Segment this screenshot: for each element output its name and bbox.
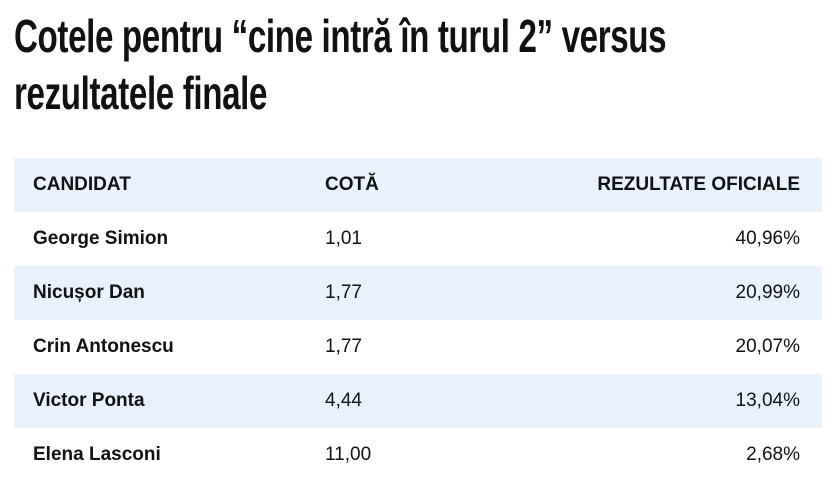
table-cell: Victor Ponta — [33, 390, 145, 411]
table-row: Nicușor Dan 1,77 20,99% — [14, 266, 822, 320]
table-row: Crin Antonescu 1,77 20,07% — [14, 320, 822, 374]
table-cell: 1,77 — [325, 336, 362, 357]
table-row: Victor Ponta 4,44 13,04% — [14, 374, 822, 428]
table-cell: Nicușor Dan — [33, 282, 145, 303]
table-cell: 11,00 — [325, 444, 372, 465]
table-cell: 40,96% — [735, 228, 800, 249]
table-cell: 2,68% — [746, 444, 800, 465]
table-cell: 1,77 — [325, 282, 362, 303]
table-cell: 20,99% — [735, 282, 800, 303]
column-header: CANDIDAT — [33, 174, 131, 195]
table-cell: 4,44 — [325, 390, 362, 411]
title: Cotele pentru “cine intră în turul 2” ve… — [14, 8, 833, 122]
table-cell: George Simion — [33, 228, 169, 249]
table-cell: 20,07% — [735, 336, 800, 357]
column-header: COTĂ — [325, 174, 379, 195]
table-cell: Elena Lasconi — [33, 444, 161, 465]
column-header: REZULTATE OFICIALE — [597, 174, 800, 195]
title-line: Cotele pentru “cine intră în turul 2” ve… — [14, 10, 667, 62]
table-body: CANDIDAT COTĂ REZULTATE OFICIALE George Sim… — [14, 158, 822, 482]
table-row: George Simion 1,01 40,96% — [14, 212, 822, 266]
title-line: rezultatele finale — [14, 67, 268, 119]
table-cell: 13,04% — [735, 390, 800, 411]
header-row: CANDIDAT COTĂ REZULTATE OFICIALE — [14, 158, 822, 212]
results-table: CANDIDAT COTĂ REZULTATE OFICIALE George Sim… — [14, 158, 822, 482]
table-row: Elena Lasconi 11,00 2,68% — [14, 428, 822, 482]
table-cell: 1,01 — [325, 228, 362, 249]
table-cell: Crin Antonescu — [33, 336, 174, 357]
